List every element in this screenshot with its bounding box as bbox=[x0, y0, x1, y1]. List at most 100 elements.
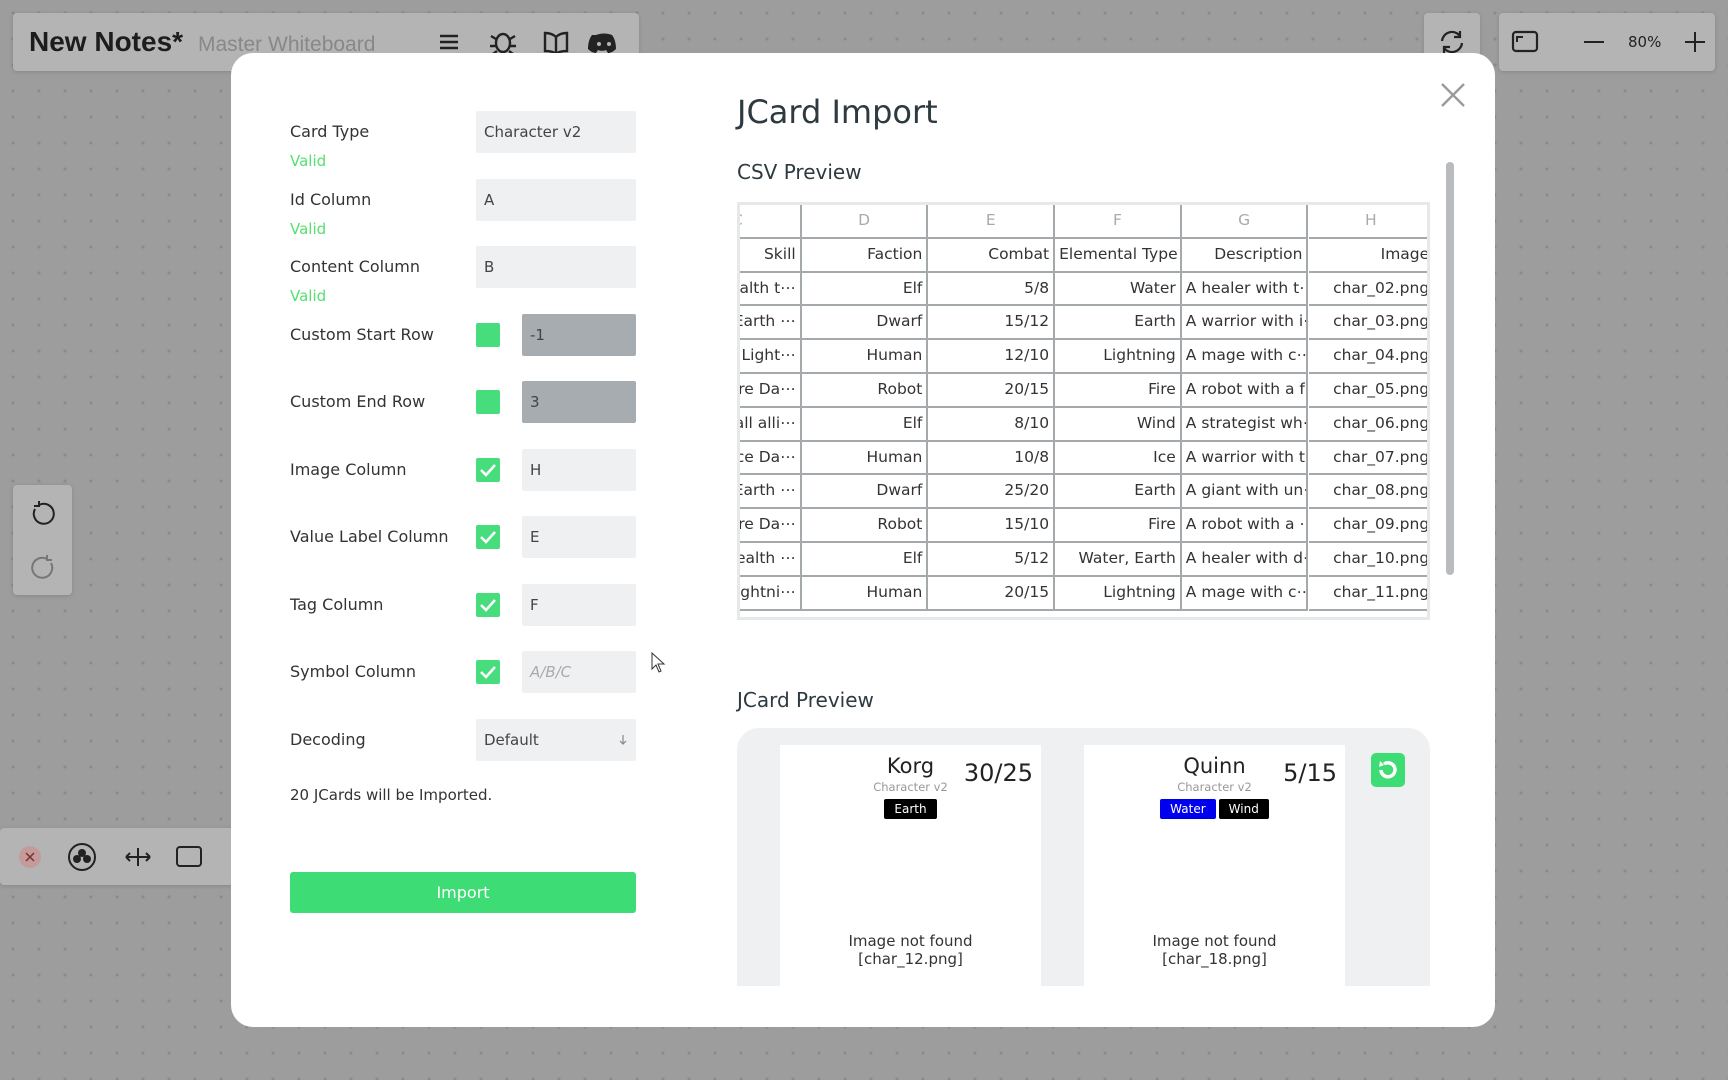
table-cell: A giant with un⋯ bbox=[1181, 475, 1309, 510]
cursor bbox=[651, 652, 666, 673]
table-cell: H bbox=[1308, 205, 1427, 239]
checkbox[interactable] bbox=[476, 660, 500, 684]
table-cell: C bbox=[740, 205, 802, 239]
table-cell: char_09.png bbox=[1308, 509, 1427, 543]
text-input[interactable]: 3 bbox=[522, 381, 636, 423]
history-toolbar bbox=[13, 485, 72, 595]
table-cell: Elf bbox=[801, 543, 929, 577]
field-status: Valid bbox=[290, 287, 327, 305]
table-cell: all alli⋯ bbox=[740, 407, 802, 442]
text-input[interactable]: B bbox=[476, 246, 636, 288]
card-name: Quinn bbox=[1183, 754, 1246, 778]
table-cell: Earth ⋯ bbox=[740, 306, 802, 341]
doc-title: New Notes* bbox=[29, 26, 184, 57]
card-tags: Water Wind bbox=[1084, 799, 1345, 819]
table-cell: char_04.png bbox=[1308, 340, 1427, 374]
text-input[interactable]: H bbox=[522, 448, 636, 491]
field-label: Decoding bbox=[290, 729, 366, 749]
field-label: Id Column bbox=[290, 189, 372, 209]
tag: Water bbox=[1160, 799, 1216, 819]
card-value: 30/25 bbox=[963, 759, 1033, 787]
text-input[interactable]: A/B/C bbox=[522, 651, 636, 693]
table-cell: A robot with a ⋯ bbox=[1181, 509, 1309, 543]
table-cell: F bbox=[1055, 205, 1182, 239]
table-cell: Ice bbox=[1055, 441, 1182, 476]
text-input[interactable]: Character v2 bbox=[476, 111, 636, 153]
input-value: A bbox=[484, 190, 495, 209]
close-button[interactable] bbox=[1440, 82, 1466, 108]
select[interactable]: Default bbox=[476, 718, 636, 761]
table-cell: Lightning bbox=[1055, 340, 1182, 374]
checkbox[interactable] bbox=[476, 457, 500, 482]
table-cell: char_08.png bbox=[1308, 475, 1427, 510]
table-cell: char_11.png bbox=[1308, 577, 1427, 611]
table-cell: Ice Da⋯ bbox=[740, 441, 802, 476]
text-input[interactable]: -1 bbox=[522, 313, 636, 356]
input-value: E bbox=[530, 528, 540, 546]
checkbox[interactable] bbox=[476, 322, 500, 347]
table-cell: ightni⋯ bbox=[740, 576, 802, 611]
zoom-toolbar: 80% bbox=[1499, 13, 1715, 71]
jcard: Quinn Character v2 5/15 Water Wind Image not … bbox=[1084, 745, 1345, 986]
table-cell: 25/20 bbox=[928, 475, 1056, 510]
card-tags: Earth bbox=[780, 799, 1041, 819]
card-type: Character v2 bbox=[1177, 780, 1252, 794]
dialog-title: JCard Import bbox=[737, 93, 938, 131]
zoom-level: 80% bbox=[1628, 33, 1662, 51]
table-cell: Wind bbox=[1055, 407, 1182, 442]
table-cell: 15/12 bbox=[928, 306, 1056, 341]
scrollbar[interactable] bbox=[1446, 162, 1454, 575]
table-cell: Robot bbox=[801, 509, 929, 543]
table-cell: Lightning bbox=[1055, 576, 1182, 611]
table-cell: ire Da⋯ bbox=[740, 509, 802, 543]
table-cell: A mage with c⋯ bbox=[1181, 340, 1309, 374]
checkbox[interactable] bbox=[476, 390, 500, 414]
refresh-button[interactable] bbox=[1371, 753, 1405, 787]
checkbox[interactable] bbox=[476, 592, 500, 617]
field-status: Valid bbox=[290, 152, 327, 170]
tag: Earth bbox=[884, 799, 937, 819]
table-cell: char_02.png bbox=[1308, 273, 1427, 307]
table-cell: lealth ⋯ bbox=[740, 543, 802, 577]
table-cell: Human bbox=[801, 576, 929, 611]
table-cell: A mage with c⋯ bbox=[1181, 576, 1309, 611]
table-cell: Description bbox=[1181, 238, 1309, 273]
checkbox[interactable] bbox=[476, 525, 500, 549]
table-cell: Skill bbox=[740, 238, 802, 273]
field-status: Valid bbox=[290, 219, 327, 238]
card-name: Korg bbox=[886, 754, 935, 778]
jcard-preview: Korg Character v2 30/25 Earth Image not foun… bbox=[737, 728, 1430, 986]
table-cell: char_07.png bbox=[1308, 442, 1427, 476]
csv-title: CSV Preview bbox=[737, 160, 862, 184]
text-input[interactable]: A bbox=[476, 178, 636, 221]
table-cell: ire Da⋯ bbox=[740, 374, 802, 408]
table-cell: Water, Earth bbox=[1055, 543, 1182, 577]
toolbar-icons[interactable] bbox=[433, 27, 633, 57]
table-cell: 15/10 bbox=[928, 509, 1056, 543]
table-cell: Elf bbox=[801, 407, 929, 442]
table-cell: Earth ⋯ bbox=[740, 475, 802, 510]
field-label: Card Type bbox=[290, 122, 370, 141]
table-cell: D bbox=[801, 205, 929, 239]
input-value: Default bbox=[484, 730, 539, 749]
import-button[interactable]: Import bbox=[290, 872, 636, 913]
table-cell: ealth t⋯ bbox=[740, 272, 802, 307]
table-cell: Earth bbox=[1055, 306, 1182, 341]
input-value: F bbox=[530, 595, 539, 614]
table-cell: A warrior with i⋯ bbox=[1181, 306, 1309, 341]
table-cell: 20/15 bbox=[928, 576, 1056, 611]
text-input[interactable]: E bbox=[522, 516, 636, 558]
field-label: Custom Start Row bbox=[290, 324, 434, 344]
card-type: Character v2 bbox=[873, 780, 948, 794]
table-cell: Human bbox=[801, 340, 929, 374]
table-cell: Faction bbox=[801, 238, 929, 273]
table-cell: Elemental Type bbox=[1055, 238, 1182, 273]
table-cell: E bbox=[928, 205, 1056, 239]
table-cell: Fire bbox=[1055, 374, 1182, 408]
text-input[interactable]: F bbox=[522, 583, 636, 626]
table-cell: A strategist wh⋯ bbox=[1181, 407, 1309, 442]
jcard-title: JCard Preview bbox=[737, 688, 874, 712]
table-cell: char_10.png bbox=[1308, 543, 1427, 577]
table-cell: Combat bbox=[928, 238, 1056, 273]
